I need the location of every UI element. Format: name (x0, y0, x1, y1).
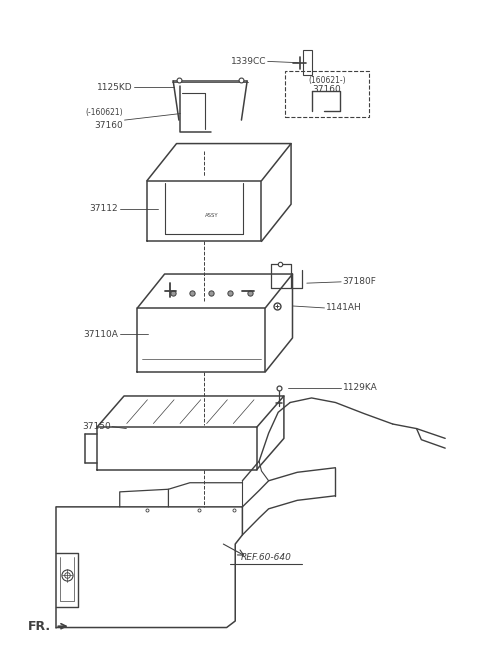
Text: 1125KD: 1125KD (97, 83, 132, 92)
Text: REF.60-640: REF.60-640 (241, 553, 292, 561)
Text: 1141AH: 1141AH (326, 303, 361, 312)
Text: 37150: 37150 (83, 422, 111, 431)
Text: 37180F: 37180F (343, 277, 376, 286)
Bar (302, 50, 312, 75)
Text: 1129KA: 1129KA (343, 383, 377, 392)
Text: (-160621): (-160621) (85, 108, 123, 117)
Text: 37110A: 37110A (84, 329, 118, 339)
Bar (285, 71, 369, 117)
Text: ASSY: ASSY (204, 213, 218, 218)
Text: 37112: 37112 (90, 204, 118, 214)
Text: (160621-): (160621-) (308, 76, 346, 84)
Text: 37160: 37160 (95, 121, 123, 130)
Text: 1339CC: 1339CC (231, 57, 266, 66)
Text: FR.: FR. (28, 620, 51, 633)
Text: 37160: 37160 (312, 85, 341, 94)
